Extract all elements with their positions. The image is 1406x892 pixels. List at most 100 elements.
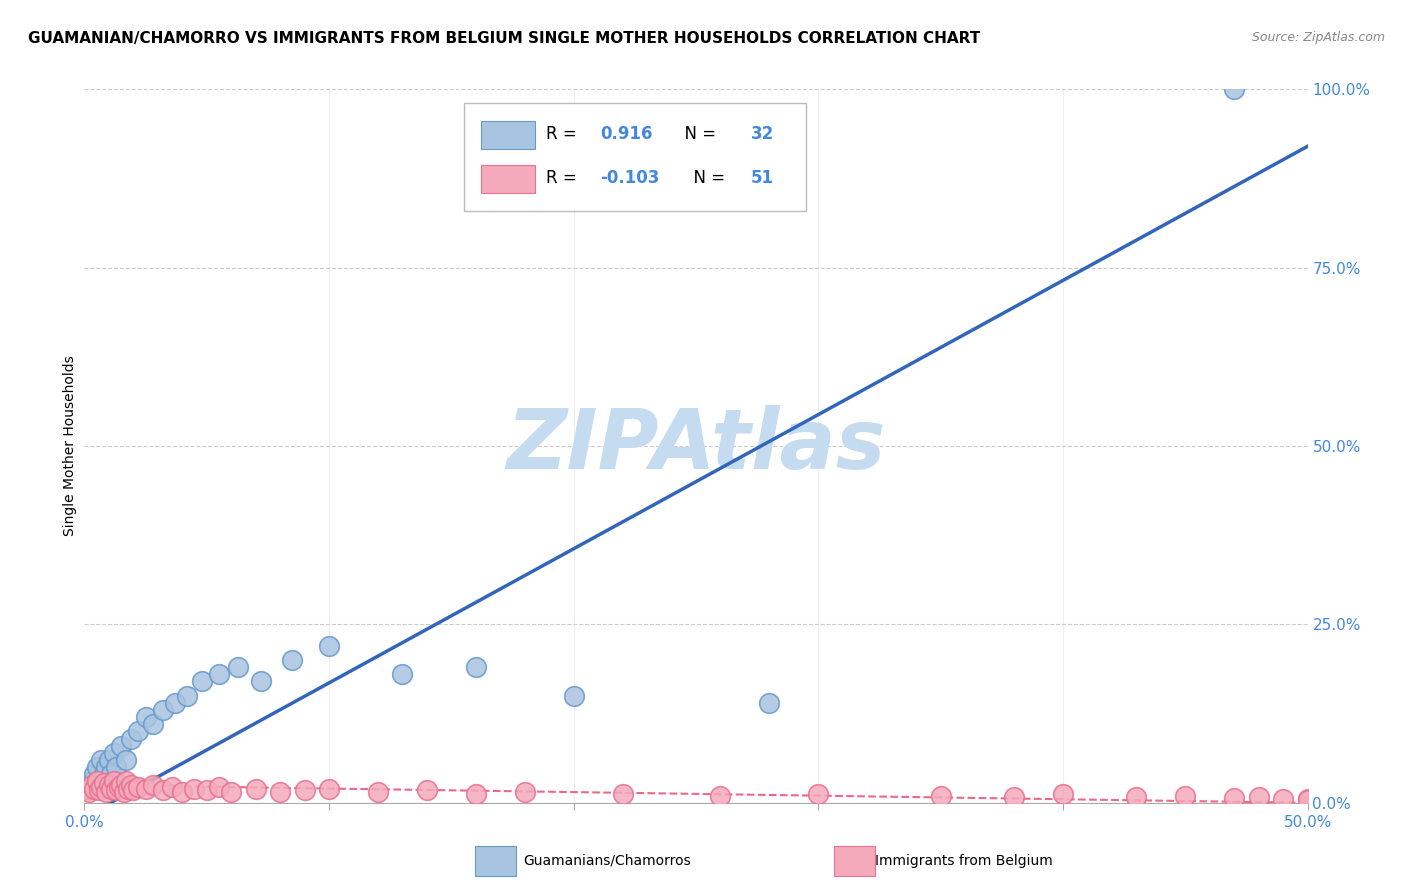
Point [807, 787, 830, 801]
Point [120, 778, 142, 792]
Text: 51: 51 [751, 169, 775, 187]
Point [90, 780, 112, 794]
Point [86, 760, 108, 774]
Point [110, 778, 132, 792]
Text: R =: R = [546, 169, 582, 187]
Point [269, 785, 291, 799]
Point [191, 674, 214, 689]
Point [135, 781, 157, 796]
Point [1296, 792, 1319, 806]
Point [100, 781, 122, 796]
Point [228, 660, 250, 674]
Point [416, 783, 439, 797]
Point [163, 696, 186, 710]
Point [513, 785, 536, 799]
Point [294, 783, 316, 797]
Point [219, 785, 242, 799]
FancyBboxPatch shape [481, 165, 534, 194]
Text: Guamanians/Chamorros: Guamanians/Chamorros [523, 854, 690, 868]
Point [464, 660, 486, 674]
Point [87, 774, 110, 789]
Point [107, 780, 129, 794]
Text: N =: N = [682, 169, 730, 187]
Point [83, 781, 105, 796]
Point [100, 767, 122, 781]
FancyBboxPatch shape [464, 103, 806, 211]
Point [115, 753, 138, 767]
Point [77, 781, 100, 796]
Point [183, 781, 205, 796]
Point [112, 785, 135, 799]
Point [152, 703, 174, 717]
Point [90, 753, 112, 767]
Point [97, 778, 120, 792]
Text: 0.916: 0.916 [600, 125, 652, 143]
Point [96, 760, 118, 774]
Point [87, 783, 110, 797]
Point [367, 785, 389, 799]
Point [77, 785, 100, 799]
Point [612, 787, 634, 801]
Point [80, 774, 103, 789]
Text: Source: ZipAtlas.com: Source: ZipAtlas.com [1251, 31, 1385, 45]
Point [105, 760, 128, 774]
Point [97, 753, 120, 767]
Point [562, 689, 585, 703]
Point [110, 739, 132, 753]
Point [1002, 790, 1025, 805]
Point [208, 780, 231, 794]
Point [122, 783, 145, 797]
Point [1247, 790, 1270, 805]
Point [1223, 82, 1246, 96]
Y-axis label: Single Mother Households: Single Mother Households [63, 356, 77, 536]
Point [1223, 790, 1246, 805]
Point [120, 731, 142, 746]
Point [127, 724, 149, 739]
Point [142, 717, 165, 731]
Point [391, 667, 413, 681]
Point [464, 787, 486, 801]
Point [152, 783, 174, 797]
Point [1296, 793, 1319, 807]
Point [93, 767, 115, 781]
Point [195, 783, 218, 797]
Point [93, 776, 115, 790]
Text: R =: R = [546, 125, 582, 143]
Point [117, 781, 139, 796]
Point [709, 789, 731, 803]
Point [318, 639, 340, 653]
Point [105, 783, 128, 797]
Point [281, 653, 304, 667]
Point [208, 667, 231, 681]
Point [929, 789, 952, 803]
Point [249, 674, 271, 689]
Text: GUAMANIAN/CHAMORRO VS IMMIGRANTS FROM BELGIUM SINGLE MOTHER HOUSEHOLDS CORRELATI: GUAMANIAN/CHAMORRO VS IMMIGRANTS FROM BE… [28, 31, 980, 46]
FancyBboxPatch shape [481, 120, 534, 149]
Point [80, 778, 103, 792]
Point [86, 774, 108, 789]
Text: ZIPAtlas: ZIPAtlas [506, 406, 886, 486]
Point [115, 774, 138, 789]
Text: -0.103: -0.103 [600, 169, 659, 187]
Point [1125, 790, 1147, 805]
Point [127, 780, 149, 794]
Point [103, 774, 125, 789]
Point [1052, 787, 1074, 801]
Point [96, 785, 118, 799]
Point [135, 710, 157, 724]
Text: 32: 32 [751, 125, 775, 143]
Point [103, 746, 125, 760]
Point [318, 781, 340, 796]
Point [172, 785, 194, 799]
Point [176, 689, 198, 703]
Point [1272, 791, 1295, 805]
Point [758, 696, 780, 710]
Point [162, 780, 184, 794]
Point [83, 767, 105, 781]
Text: N =: N = [673, 125, 721, 143]
Point [245, 781, 267, 796]
Point [1174, 789, 1197, 803]
Text: Immigrants from Belgium: Immigrants from Belgium [875, 854, 1052, 868]
Point [142, 778, 165, 792]
Point [76, 781, 98, 796]
